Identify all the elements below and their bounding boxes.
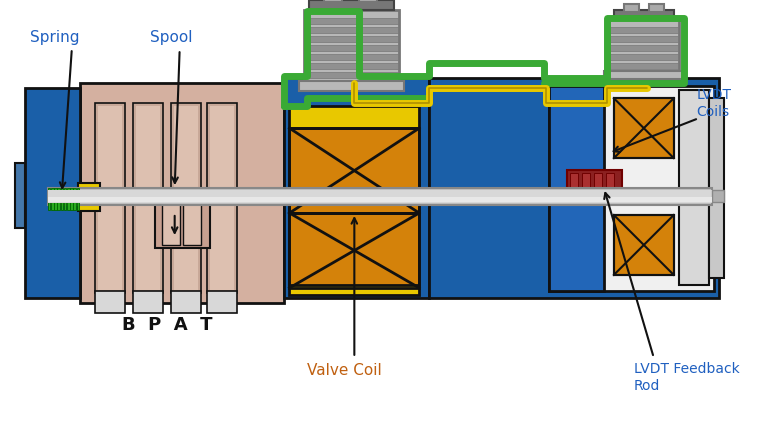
Bar xyxy=(310,0,394,10)
Bar xyxy=(549,86,604,291)
Bar xyxy=(61,188,63,210)
Bar xyxy=(649,4,664,12)
Bar xyxy=(77,188,79,210)
Bar xyxy=(582,173,590,192)
Bar xyxy=(133,291,163,313)
Bar xyxy=(594,173,602,192)
Bar xyxy=(70,188,73,210)
Bar xyxy=(614,10,674,18)
Text: Spool: Spool xyxy=(150,30,192,45)
Bar xyxy=(306,45,399,51)
Bar xyxy=(64,188,66,210)
Bar xyxy=(290,128,419,213)
Bar xyxy=(306,72,399,78)
Bar xyxy=(133,103,163,293)
Bar xyxy=(306,27,399,33)
Bar xyxy=(679,90,709,285)
Bar xyxy=(183,195,200,245)
Bar xyxy=(58,188,60,210)
Text: LVDT Feedback
Rod: LVDT Feedback Rod xyxy=(634,362,740,393)
Bar xyxy=(51,188,54,210)
Bar xyxy=(614,98,674,158)
Text: B  P  A  T: B P A T xyxy=(122,316,213,334)
Bar xyxy=(306,54,399,60)
Bar xyxy=(606,173,614,192)
Bar xyxy=(162,195,180,245)
Bar xyxy=(98,106,122,290)
Bar xyxy=(610,45,677,51)
Bar xyxy=(712,190,723,202)
Bar xyxy=(304,10,399,83)
Bar xyxy=(25,88,80,298)
Bar xyxy=(359,0,377,2)
Bar xyxy=(94,291,124,313)
Bar xyxy=(429,78,719,298)
Bar xyxy=(48,188,51,210)
Bar xyxy=(207,103,237,293)
Bar xyxy=(290,285,419,295)
Bar xyxy=(67,188,70,210)
Bar xyxy=(604,71,684,79)
Bar xyxy=(74,188,76,210)
Bar xyxy=(614,215,674,275)
Bar xyxy=(290,213,419,288)
Text: LVDT
Coils: LVDT Coils xyxy=(697,88,732,119)
Bar xyxy=(609,18,679,73)
Bar xyxy=(80,83,284,303)
Bar xyxy=(306,36,399,43)
Bar xyxy=(48,190,712,203)
Bar xyxy=(709,98,723,278)
Bar xyxy=(567,170,622,195)
Bar xyxy=(610,27,677,33)
Bar xyxy=(284,78,429,298)
Bar xyxy=(549,86,713,291)
Bar xyxy=(154,193,210,248)
Bar xyxy=(48,197,712,202)
Bar xyxy=(48,188,712,205)
Bar xyxy=(94,103,124,293)
Bar xyxy=(170,103,200,293)
Bar xyxy=(210,106,233,290)
Bar xyxy=(290,128,419,213)
Bar xyxy=(207,291,237,313)
Bar xyxy=(570,173,578,192)
Bar xyxy=(624,4,639,12)
Bar xyxy=(614,98,674,158)
Bar xyxy=(610,54,677,60)
Text: Spring: Spring xyxy=(30,30,79,45)
Bar xyxy=(78,183,100,211)
Bar xyxy=(610,36,677,43)
Bar xyxy=(306,63,399,69)
Bar xyxy=(290,213,419,288)
Bar xyxy=(300,81,404,91)
Bar xyxy=(174,106,197,290)
Bar xyxy=(324,0,343,2)
Bar xyxy=(55,188,57,210)
Text: Valve Coil: Valve Coil xyxy=(307,363,382,378)
Bar xyxy=(610,63,677,69)
Bar xyxy=(614,215,674,275)
Bar xyxy=(15,163,25,228)
Bar xyxy=(306,18,399,24)
Bar xyxy=(136,106,160,290)
Bar xyxy=(290,106,419,128)
Bar xyxy=(170,291,200,313)
